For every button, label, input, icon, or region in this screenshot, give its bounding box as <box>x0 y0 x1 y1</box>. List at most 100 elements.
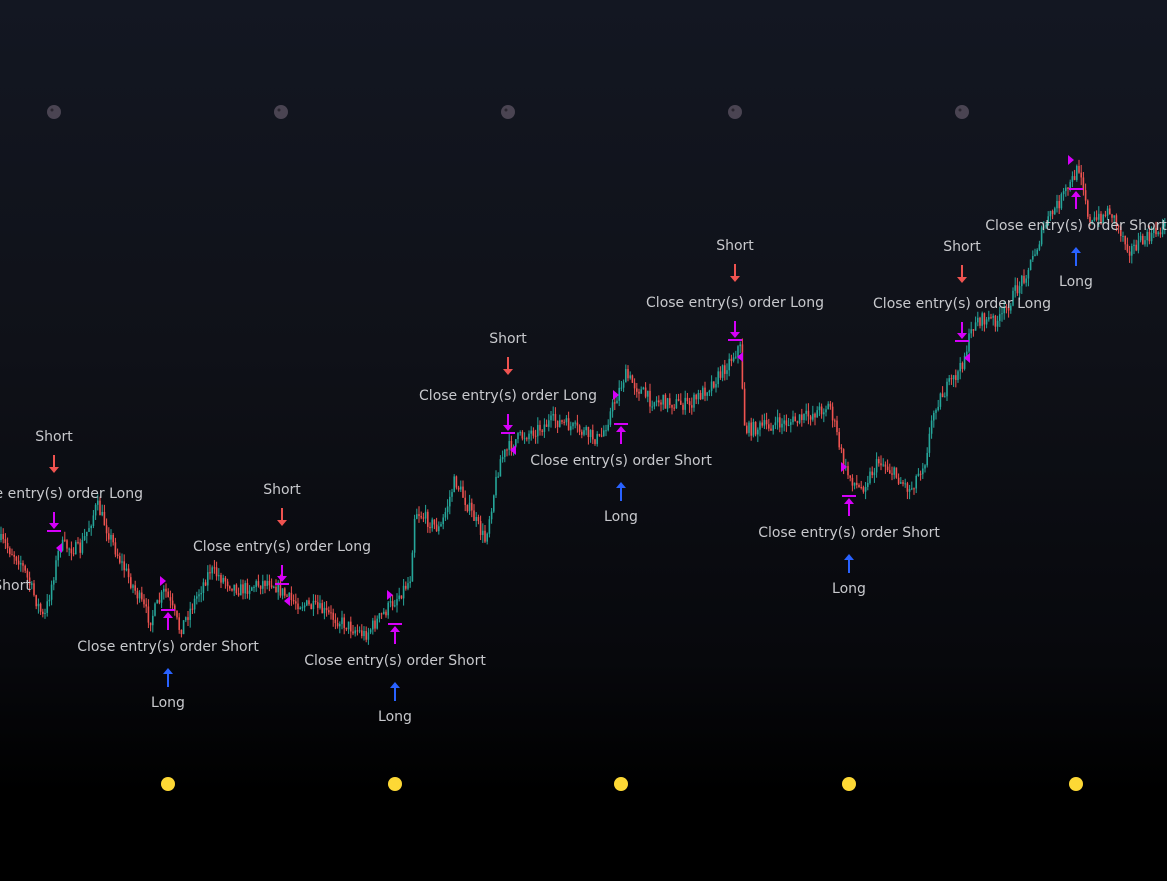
candle-body <box>2 534 4 540</box>
candle-body <box>365 631 367 640</box>
candle-body <box>154 603 156 616</box>
candle-body <box>561 420 563 422</box>
exit-arrow-down-icon-head <box>503 425 513 431</box>
candle-body <box>559 420 561 427</box>
candle-body <box>189 608 191 620</box>
candle-body <box>270 585 273 588</box>
candle-body <box>950 378 953 380</box>
candle-body <box>858 484 860 488</box>
candle-body <box>501 457 504 460</box>
candle-body <box>983 313 986 325</box>
candle-body <box>895 467 898 478</box>
candle-body <box>1047 216 1049 226</box>
candle-body <box>50 584 53 600</box>
moon-crater <box>958 108 962 112</box>
candle-body <box>17 560 20 565</box>
candle-body <box>81 539 84 553</box>
candle-body <box>816 410 818 418</box>
signal-close-label: Close entry(s) order Short <box>530 453 712 469</box>
candle-body <box>1091 220 1093 223</box>
candle-body <box>264 581 266 586</box>
candle-body <box>1157 232 1159 235</box>
candle-body <box>295 601 297 604</box>
candle-body <box>702 387 704 400</box>
signal-entry-label: Short <box>263 482 301 498</box>
candle-body <box>838 432 840 448</box>
candle-body <box>171 600 174 606</box>
candle-body <box>24 565 26 571</box>
signal-entry-label: Short <box>489 331 527 347</box>
candle-body <box>292 600 295 602</box>
candle-body <box>1164 222 1166 227</box>
candle-body <box>1111 214 1113 218</box>
candle-body <box>314 600 317 603</box>
candle-body <box>114 542 117 555</box>
candle-body <box>464 497 466 505</box>
candle-body <box>1032 255 1034 260</box>
candle-body <box>83 536 86 540</box>
candle-body <box>708 390 711 393</box>
long-arrow-icon-head <box>616 482 626 488</box>
candle-body <box>545 424 548 427</box>
candle-body <box>603 430 605 436</box>
candle-body <box>389 601 392 603</box>
candle-body <box>528 433 530 440</box>
candle-body <box>451 492 453 497</box>
candle-body <box>123 561 125 571</box>
candle-body <box>941 393 944 398</box>
candle-body <box>413 518 416 553</box>
candle-body <box>1076 165 1078 180</box>
candle-body <box>882 464 884 466</box>
candle-body <box>457 487 460 490</box>
candle-body <box>981 313 983 326</box>
full-moon-icon <box>1069 777 1083 791</box>
candle-body <box>1038 244 1041 250</box>
candle-body <box>585 426 587 431</box>
candle-body <box>231 588 233 591</box>
candle-body <box>1021 275 1023 287</box>
candle-body <box>754 421 757 435</box>
exit-marker-icon <box>387 590 393 600</box>
candle-body <box>759 422 761 430</box>
candle-body <box>523 438 526 440</box>
candle-body <box>644 387 647 397</box>
exit-marker-icon <box>1068 155 1074 165</box>
candle-body <box>992 315 994 318</box>
candle-body <box>726 370 728 374</box>
candle-body <box>1073 176 1076 180</box>
candle-body <box>290 592 293 601</box>
candle-body <box>1049 210 1052 217</box>
short-arrow-icon-head <box>730 276 740 282</box>
candle-body <box>482 530 484 535</box>
candle-body <box>867 482 869 487</box>
candle-body <box>627 369 629 379</box>
candle-body <box>70 548 73 554</box>
candle-body <box>785 420 788 426</box>
exit-arrow-down-icon-head <box>49 523 59 529</box>
candle-body <box>930 420 933 434</box>
candle-body <box>116 554 119 556</box>
candle-body <box>884 464 887 467</box>
candle-body <box>361 630 363 637</box>
candle-body <box>268 580 271 586</box>
candle-body <box>317 602 319 608</box>
candle-body <box>616 400 618 404</box>
candle-body <box>706 392 708 396</box>
candle-body <box>897 477 900 484</box>
exit-arrow-up-icon-head <box>390 626 400 632</box>
candle-body <box>266 580 268 586</box>
candle-body <box>402 585 405 599</box>
candle-body <box>805 410 807 414</box>
candle-body <box>286 595 288 597</box>
candle-body <box>394 605 396 607</box>
candle-body <box>699 392 702 400</box>
candle-body <box>1054 208 1056 215</box>
candle-body <box>1142 235 1144 245</box>
candle-body <box>957 371 959 380</box>
candle-body <box>306 600 308 606</box>
long-arrow-icon-head <box>844 554 854 560</box>
candle-body <box>453 476 455 493</box>
candle-body <box>607 424 609 431</box>
